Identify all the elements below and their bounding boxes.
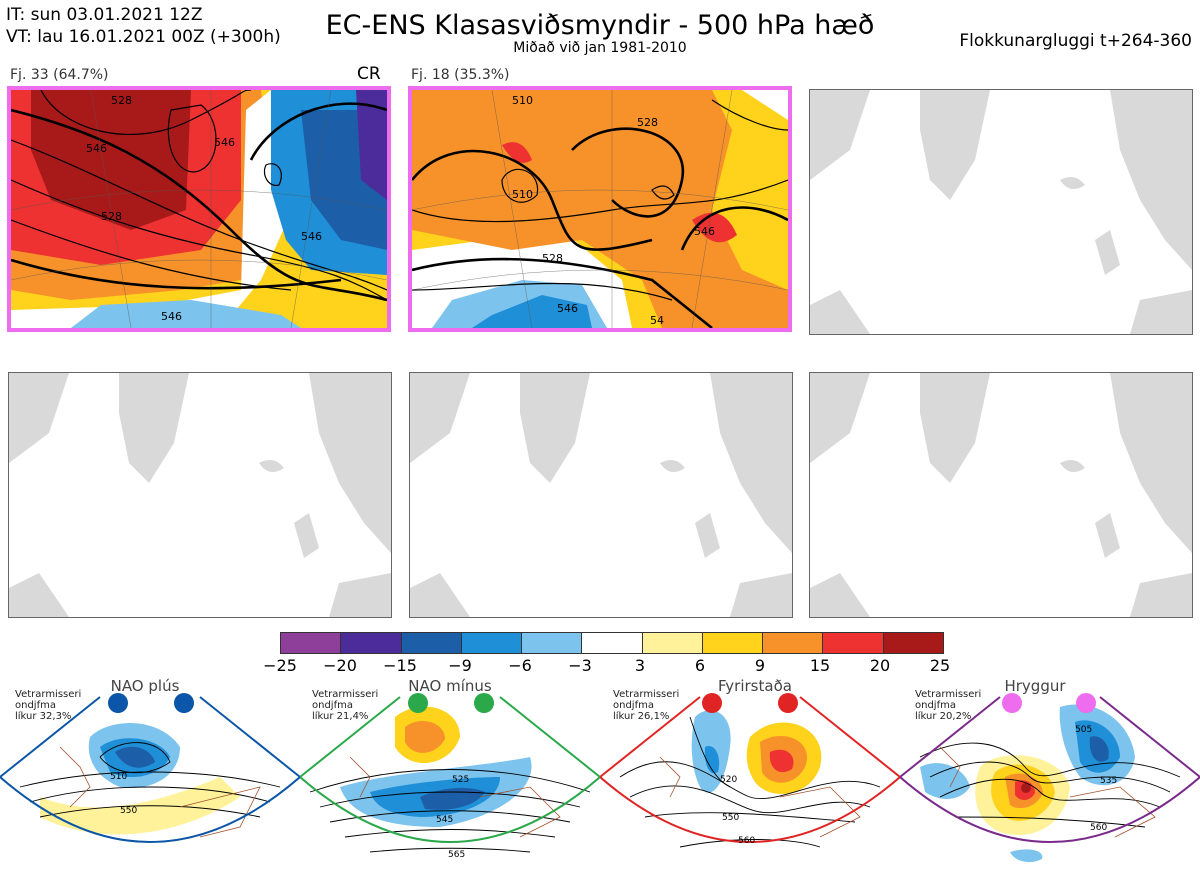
regime-map-blocking[interactable]: 520 550 560 [600, 677, 900, 871]
panel1-contour-label: 546 [161, 310, 182, 323]
regime-note-nao-plus: Vetrarmisseri ondjfma líkur 32,3% [15, 689, 82, 722]
panel1-tag: CR [357, 64, 381, 84]
clustering-window: Flokkunargluggi t+264-360 [959, 31, 1192, 51]
cluster-map-4[interactable] [8, 372, 392, 618]
regime-contour-label: 545 [436, 815, 453, 825]
regime-contour-label: 550 [722, 813, 739, 823]
cluster-map-2[interactable]: 510 528 510 528 546 546 54 [408, 86, 792, 332]
regime-map-nao-plus[interactable]: 510 550 [0, 677, 300, 871]
colorbar-tick: 20 [869, 656, 891, 675]
panel2-contour-label: 510 [512, 188, 533, 201]
colorbar-tick: 6 [694, 656, 706, 675]
valid-time: VT: lau 16.01.2021 00Z (+300h) [6, 27, 281, 47]
regime-contour-label: 520 [720, 775, 737, 785]
regime-contour-label: 535 [1100, 776, 1117, 786]
colorbar-tick: −3 [568, 656, 592, 675]
panel1-contour-label: 546 [301, 230, 322, 243]
cluster-map-1[interactable]: 546 528 546 546 528 546 [7, 86, 391, 332]
colorbar [280, 632, 944, 654]
panel1-label: Fj. 33 (64.7%) [10, 67, 109, 83]
regime-title-nao-plus: NAO plús [110, 677, 180, 695]
colorbar-swatch [883, 633, 943, 653]
cluster-map-6[interactable] [809, 372, 1193, 618]
colorbar-swatch [341, 633, 402, 653]
colorbar-swatch [763, 633, 824, 653]
page-subtitle: Miðað við jan 1981-2010 [513, 40, 687, 56]
init-time: IT: sun 03.01.2021 12Z [6, 5, 203, 25]
panel2-label: Fj. 18 (35.3%) [411, 67, 510, 83]
panel2-contour-label: 528 [637, 116, 658, 129]
run-info: IT: sun 03.01.2021 12Z VT: lau 16.01.202… [6, 4, 281, 48]
colorbar-swatch [582, 633, 643, 653]
colorbar-tick: 3 [634, 656, 646, 675]
regime-contour-label: 565 [448, 850, 465, 860]
regime-contour-label: 560 [738, 836, 755, 846]
colorbar-swatch [702, 633, 764, 653]
colorbar-swatch [642, 633, 703, 653]
page-title: EC-ENS Klasasviðsmyndir - 500 hPa hæð [325, 10, 875, 41]
panel1-contour-label: 528 [101, 210, 122, 223]
regime-contour-label: 525 [452, 775, 469, 785]
colorbar-tick: −6 [508, 656, 532, 675]
colorbar-tick: −20 [323, 656, 357, 675]
colorbar-swatch [522, 633, 583, 653]
regime-map-ridge[interactable]: 505 535 560 [900, 677, 1200, 871]
panel1-contour-label: 528 [111, 94, 132, 107]
colorbar-swatch [401, 633, 462, 653]
regime-contour-label: 510 [110, 772, 127, 782]
panel2-contour-label: 510 [512, 94, 533, 107]
panel2-contour-label: 528 [542, 252, 563, 265]
regime-note-ridge: Vetrarmisseri ondjfma líkur 20,2% [915, 689, 982, 722]
colorbar-tick: 25 [929, 656, 951, 675]
colorbar-swatch [281, 633, 342, 653]
colorbar-swatch [461, 633, 523, 653]
panel2-contour-label: 54 [650, 314, 664, 327]
panel2-contour-label: 546 [694, 225, 715, 238]
regime-title-blocking: Fyrirstaða [718, 677, 792, 695]
panel1-contour-label: 546 [86, 142, 107, 155]
regime-note-nao-minus: Vetrarmisseri ondjfma líkur 21,4% [312, 689, 379, 722]
panel2-contour-label: 546 [557, 302, 578, 315]
regime-contour-label: 505 [1075, 725, 1092, 735]
regime-title-ridge: Hryggur [1004, 677, 1066, 695]
colorbar-tick: −25 [263, 656, 297, 675]
cluster-map-5[interactable] [409, 372, 793, 618]
regime-contour-label: 560 [1090, 823, 1107, 833]
colorbar-swatch [823, 633, 884, 653]
regime-note-blocking: Vetrarmisseri ondjfma líkur 26,1% [613, 689, 680, 722]
colorbar-tick: 9 [754, 656, 766, 675]
colorbar-tick: −9 [448, 656, 472, 675]
regime-map-nao-minus[interactable]: 525 545 565 [300, 677, 600, 871]
colorbar-tick: 15 [809, 656, 831, 675]
panel1-contour-label: 546 [214, 136, 235, 149]
cluster-map-3[interactable] [809, 89, 1193, 335]
regime-contour-label: 550 [120, 806, 137, 816]
colorbar-tick: −15 [383, 656, 417, 675]
regime-title-nao-minus: NAO mínus [408, 677, 492, 695]
